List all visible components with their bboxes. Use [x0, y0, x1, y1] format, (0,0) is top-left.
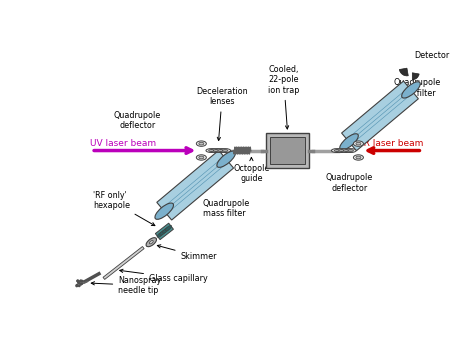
- Circle shape: [82, 280, 83, 282]
- Ellipse shape: [343, 150, 349, 152]
- Polygon shape: [157, 150, 234, 220]
- Circle shape: [80, 280, 82, 281]
- Circle shape: [79, 281, 81, 282]
- Bar: [266, 133, 309, 168]
- Ellipse shape: [215, 149, 226, 152]
- Text: UV laser beam: UV laser beam: [90, 139, 156, 148]
- Ellipse shape: [348, 150, 354, 152]
- Polygon shape: [342, 81, 419, 151]
- Text: Glass capillary: Glass capillary: [120, 269, 208, 283]
- Circle shape: [81, 283, 82, 284]
- Circle shape: [76, 285, 78, 287]
- Circle shape: [77, 280, 79, 282]
- Wedge shape: [400, 68, 408, 76]
- Ellipse shape: [155, 203, 173, 219]
- Circle shape: [78, 281, 80, 283]
- Polygon shape: [155, 223, 173, 240]
- Ellipse shape: [199, 156, 204, 159]
- Ellipse shape: [354, 141, 364, 146]
- Ellipse shape: [160, 230, 166, 235]
- Ellipse shape: [196, 141, 206, 146]
- Ellipse shape: [146, 238, 156, 247]
- Ellipse shape: [210, 149, 221, 152]
- Text: IR laser beam: IR laser beam: [362, 139, 424, 148]
- Ellipse shape: [334, 150, 339, 152]
- Ellipse shape: [209, 150, 214, 152]
- Circle shape: [80, 283, 82, 285]
- Text: Quadrupole
deflector: Quadrupole deflector: [114, 111, 161, 130]
- Text: Quadrupole
mass filter: Quadrupole mass filter: [393, 79, 440, 98]
- Circle shape: [77, 280, 79, 282]
- Circle shape: [78, 282, 80, 284]
- Text: Deceleration
lenses: Deceleration lenses: [196, 87, 248, 141]
- Ellipse shape: [163, 228, 169, 233]
- Text: Quadrupole
mass filter: Quadrupole mass filter: [203, 198, 250, 218]
- Text: Cooled,
22-pole
ion trap: Cooled, 22-pole ion trap: [268, 65, 300, 129]
- Ellipse shape: [341, 149, 352, 152]
- Ellipse shape: [336, 149, 347, 152]
- Ellipse shape: [218, 150, 223, 152]
- Ellipse shape: [217, 151, 236, 167]
- Ellipse shape: [346, 149, 356, 152]
- Ellipse shape: [331, 149, 342, 152]
- Circle shape: [76, 284, 78, 286]
- Ellipse shape: [206, 149, 217, 152]
- Ellipse shape: [401, 82, 420, 98]
- Text: Detector: Detector: [415, 51, 450, 60]
- Wedge shape: [412, 73, 419, 80]
- Ellipse shape: [220, 149, 231, 152]
- Polygon shape: [103, 246, 144, 279]
- Ellipse shape: [149, 241, 153, 244]
- Ellipse shape: [354, 155, 364, 160]
- Ellipse shape: [356, 156, 361, 159]
- Ellipse shape: [196, 155, 206, 160]
- Ellipse shape: [356, 142, 361, 145]
- Ellipse shape: [340, 134, 358, 150]
- Circle shape: [78, 285, 80, 286]
- Ellipse shape: [222, 150, 228, 152]
- Text: Quadrupole
deflector: Quadrupole deflector: [326, 173, 373, 192]
- Ellipse shape: [339, 150, 344, 152]
- Ellipse shape: [165, 225, 172, 231]
- Ellipse shape: [199, 142, 204, 145]
- Text: Octopole
guide: Octopole guide: [233, 157, 270, 183]
- Text: Nanospray
needle tip: Nanospray needle tip: [91, 276, 162, 295]
- Text: Skimmer: Skimmer: [157, 245, 217, 261]
- Text: 'RF only'
hexapole: 'RF only' hexapole: [93, 191, 155, 226]
- Ellipse shape: [157, 232, 164, 237]
- Ellipse shape: [213, 150, 219, 152]
- Bar: [270, 137, 305, 164]
